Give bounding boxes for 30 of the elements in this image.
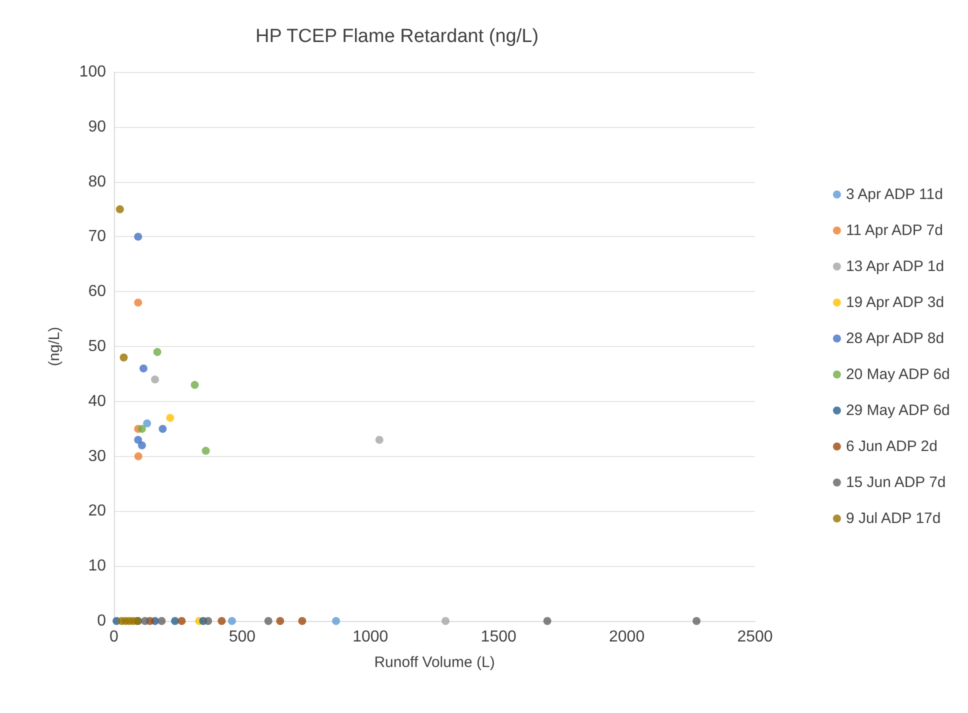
legend-label: 9 Jul ADP 17d xyxy=(846,510,941,527)
y-tick-label: 60 xyxy=(88,283,106,300)
y-tick-label: 20 xyxy=(88,502,106,520)
legend-label: 29 May ADP 6d xyxy=(846,402,950,419)
legend-label: 11 Apr ADP 7d xyxy=(846,222,943,239)
legend-label: 19 Apr ADP 3d xyxy=(846,294,944,311)
x-tick-label: 2500 xyxy=(737,628,773,646)
x-tick-label: 0 xyxy=(110,628,119,646)
x-axis-title: Runoff Volume (L) xyxy=(374,654,495,671)
y-tick-label: 100 xyxy=(79,64,106,80)
y-tick-label: 50 xyxy=(88,338,106,355)
x-tick-label: 2000 xyxy=(609,628,645,646)
y-tick-label: 90 xyxy=(88,118,106,136)
chart-title: HP TCEP Flame Retardant (ng/L) xyxy=(255,26,539,47)
y-tick-label: 70 xyxy=(88,228,106,246)
legend-label: 3 Apr ADP 11d xyxy=(846,186,943,203)
x-tick-label: 500 xyxy=(228,628,256,646)
y-tick-label: 10 xyxy=(88,558,106,575)
legend-label: 13 Apr ADP 1d xyxy=(846,258,944,275)
y-tick-label: 80 xyxy=(88,173,106,190)
y-axis-title: (ng/L) xyxy=(46,326,63,366)
legend-label: 6 Jun ADP 2d xyxy=(846,438,938,455)
x-tick-label: 1000 xyxy=(352,628,388,646)
y-tick-label: 0 xyxy=(97,612,106,630)
x-tick-label: 1500 xyxy=(480,628,516,646)
legend-label: 28 Apr ADP 8d xyxy=(846,330,944,347)
y-tick-label: 30 xyxy=(88,448,106,465)
legend-label: 15 Jun ADP 7d xyxy=(846,474,946,491)
y-tick-label: 40 xyxy=(88,392,106,410)
legend-label: 20 May ADP 6d xyxy=(846,366,950,383)
